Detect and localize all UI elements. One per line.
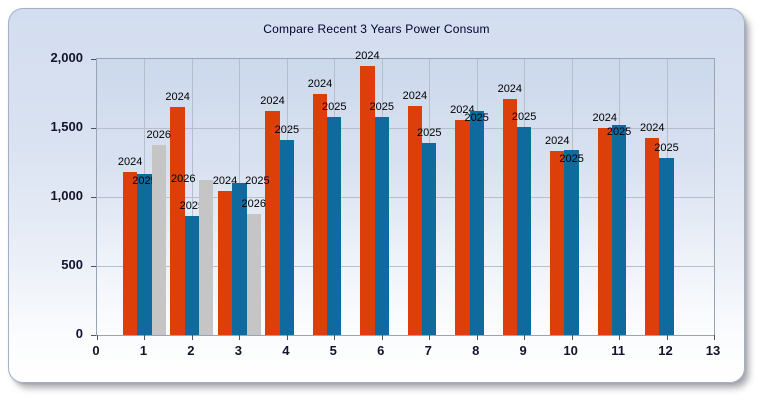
x-tick-label: 6 bbox=[377, 343, 385, 358]
y-tick-label: 1,500 bbox=[50, 119, 83, 134]
x-tick-label: 8 bbox=[472, 343, 480, 358]
bar-value-label: 2024 bbox=[307, 77, 333, 90]
bar-value-label: 2024 bbox=[165, 91, 190, 104]
y-axis-tick bbox=[91, 128, 96, 129]
x-axis-tick bbox=[429, 335, 431, 340]
bar-2026-x1 bbox=[151, 144, 166, 335]
bar-2025-x2 bbox=[184, 216, 200, 335]
x-tick-label: 0 bbox=[92, 343, 100, 358]
bar-2024-x11 bbox=[597, 128, 612, 335]
horizontal-gridline bbox=[97, 128, 714, 129]
bar-value-label: 2025 bbox=[559, 153, 584, 166]
x-tick-label: 10 bbox=[563, 343, 578, 358]
bar-value-label: 2025 bbox=[245, 175, 270, 188]
bar-value-label: 2025 bbox=[322, 100, 347, 113]
y-axis-tick bbox=[91, 59, 96, 60]
bar-value-label: 2025 bbox=[369, 100, 395, 113]
bar-2025-x6 bbox=[374, 116, 389, 335]
horizontal-gridline bbox=[97, 266, 714, 267]
bar-value-label: 2024 bbox=[402, 89, 428, 102]
bar-value-label: 2024 bbox=[545, 135, 570, 148]
bar-2024-x4 bbox=[265, 111, 280, 335]
bar-value-label: 2024 bbox=[639, 121, 665, 134]
bar-value-label: 2024 bbox=[592, 112, 617, 124]
bar-2024-x9 bbox=[502, 99, 517, 335]
plot-area: 2024 2024 2024 2024 2024 2024 2024 2024 2024 2024… bbox=[91, 50, 715, 340]
x-axis-tick bbox=[666, 335, 668, 340]
y-tick-label: 2,000 bbox=[50, 50, 83, 65]
y-tick-label: 500 bbox=[61, 257, 83, 272]
horizontal-gridline bbox=[97, 197, 714, 198]
bar-2025-x11 bbox=[611, 125, 627, 335]
x-tick-label: 11 bbox=[611, 343, 625, 358]
bar-2025-x5 bbox=[327, 116, 342, 335]
bar-2026-x3 bbox=[246, 213, 261, 335]
x-axis-tick bbox=[286, 335, 288, 340]
bar-2024-x1 bbox=[122, 172, 138, 335]
bar-2024-x10 bbox=[550, 151, 565, 335]
x-tick-label: 3 bbox=[234, 343, 242, 358]
chart-panel: Compare Recent 3 Years Power Consum 2024… bbox=[8, 8, 745, 383]
bar-2025-x4 bbox=[279, 140, 294, 335]
x-axis-tick bbox=[191, 335, 193, 340]
x-tick-label: 7 bbox=[424, 343, 432, 358]
bar-value-label: 2024 bbox=[212, 175, 238, 188]
bar-value-label: 2025 bbox=[274, 124, 300, 137]
x-axis-tick bbox=[476, 335, 478, 340]
bar-2025-x1 bbox=[137, 173, 152, 335]
y-axis-tick bbox=[91, 266, 96, 267]
bar-2025-x7 bbox=[422, 143, 437, 335]
x-tick-label: 13 bbox=[705, 343, 721, 358]
bar-value-label: 2026 bbox=[146, 128, 172, 141]
bar-2026-x2 bbox=[199, 180, 214, 335]
y-axis-tick bbox=[91, 335, 96, 336]
x-axis-tick bbox=[334, 335, 336, 340]
bar-2025-x3 bbox=[232, 183, 247, 335]
x-tick-label: 2 bbox=[187, 343, 195, 358]
bar-value-label: 2025 bbox=[132, 174, 157, 187]
bar-value-label: 2025 bbox=[606, 126, 632, 139]
bar-2024-x3 bbox=[217, 191, 233, 335]
bar-2024-x12 bbox=[645, 137, 660, 335]
x-axis-tick bbox=[714, 335, 715, 340]
y-tick-label: 0 bbox=[75, 326, 83, 341]
bar-value-label: 2026 bbox=[241, 197, 266, 210]
x-tick-label: 4 bbox=[282, 343, 290, 358]
x-tick-label: 1 bbox=[139, 343, 148, 358]
bar-value-label: 2024 bbox=[450, 103, 475, 116]
bar-value-label: 2024 bbox=[117, 156, 143, 169]
x-tick-label: 5 bbox=[329, 343, 337, 358]
bar-2024-x6 bbox=[360, 65, 375, 335]
x-axis-tick bbox=[144, 335, 146, 340]
bar-2024-x7 bbox=[407, 105, 423, 335]
x-axis-tick bbox=[524, 335, 526, 340]
bar-2025-x9 bbox=[516, 126, 532, 335]
x-tick-label: 9 bbox=[519, 343, 527, 358]
chart-title: Compare Recent 3 Years Power Consum bbox=[263, 22, 490, 36]
bar-value-label: 2024 bbox=[497, 83, 523, 96]
bar-value-label: 2025 bbox=[416, 127, 442, 140]
bar-value-label: 2025 bbox=[654, 142, 679, 155]
x-axis-tick bbox=[381, 335, 383, 340]
bar-2024-x8 bbox=[455, 119, 470, 335]
x-axis-tick bbox=[571, 335, 573, 340]
bar-2024-x5 bbox=[312, 93, 328, 335]
bar-value-label: 2025 bbox=[464, 112, 489, 125]
bar-value-label: 2025 bbox=[179, 200, 205, 213]
x-axis-tick bbox=[619, 335, 621, 340]
bar-value-label: 2024 bbox=[355, 49, 380, 62]
bar-2025-x12 bbox=[659, 158, 674, 335]
bar-value-label: 2026 bbox=[171, 173, 196, 186]
y-tick-label: 1,000 bbox=[50, 188, 83, 203]
x-axis-tick bbox=[97, 335, 98, 340]
x-tick-label: 12 bbox=[658, 343, 673, 358]
bar-2024-x2 bbox=[170, 107, 185, 335]
bar-value-label: 2024 bbox=[260, 95, 285, 108]
bar-2025-x8 bbox=[469, 111, 484, 335]
bar-value-label: 2025 bbox=[511, 110, 537, 123]
x-axis-tick bbox=[239, 335, 241, 340]
y-axis-tick bbox=[91, 197, 96, 198]
bar-2025-x10 bbox=[564, 150, 579, 335]
